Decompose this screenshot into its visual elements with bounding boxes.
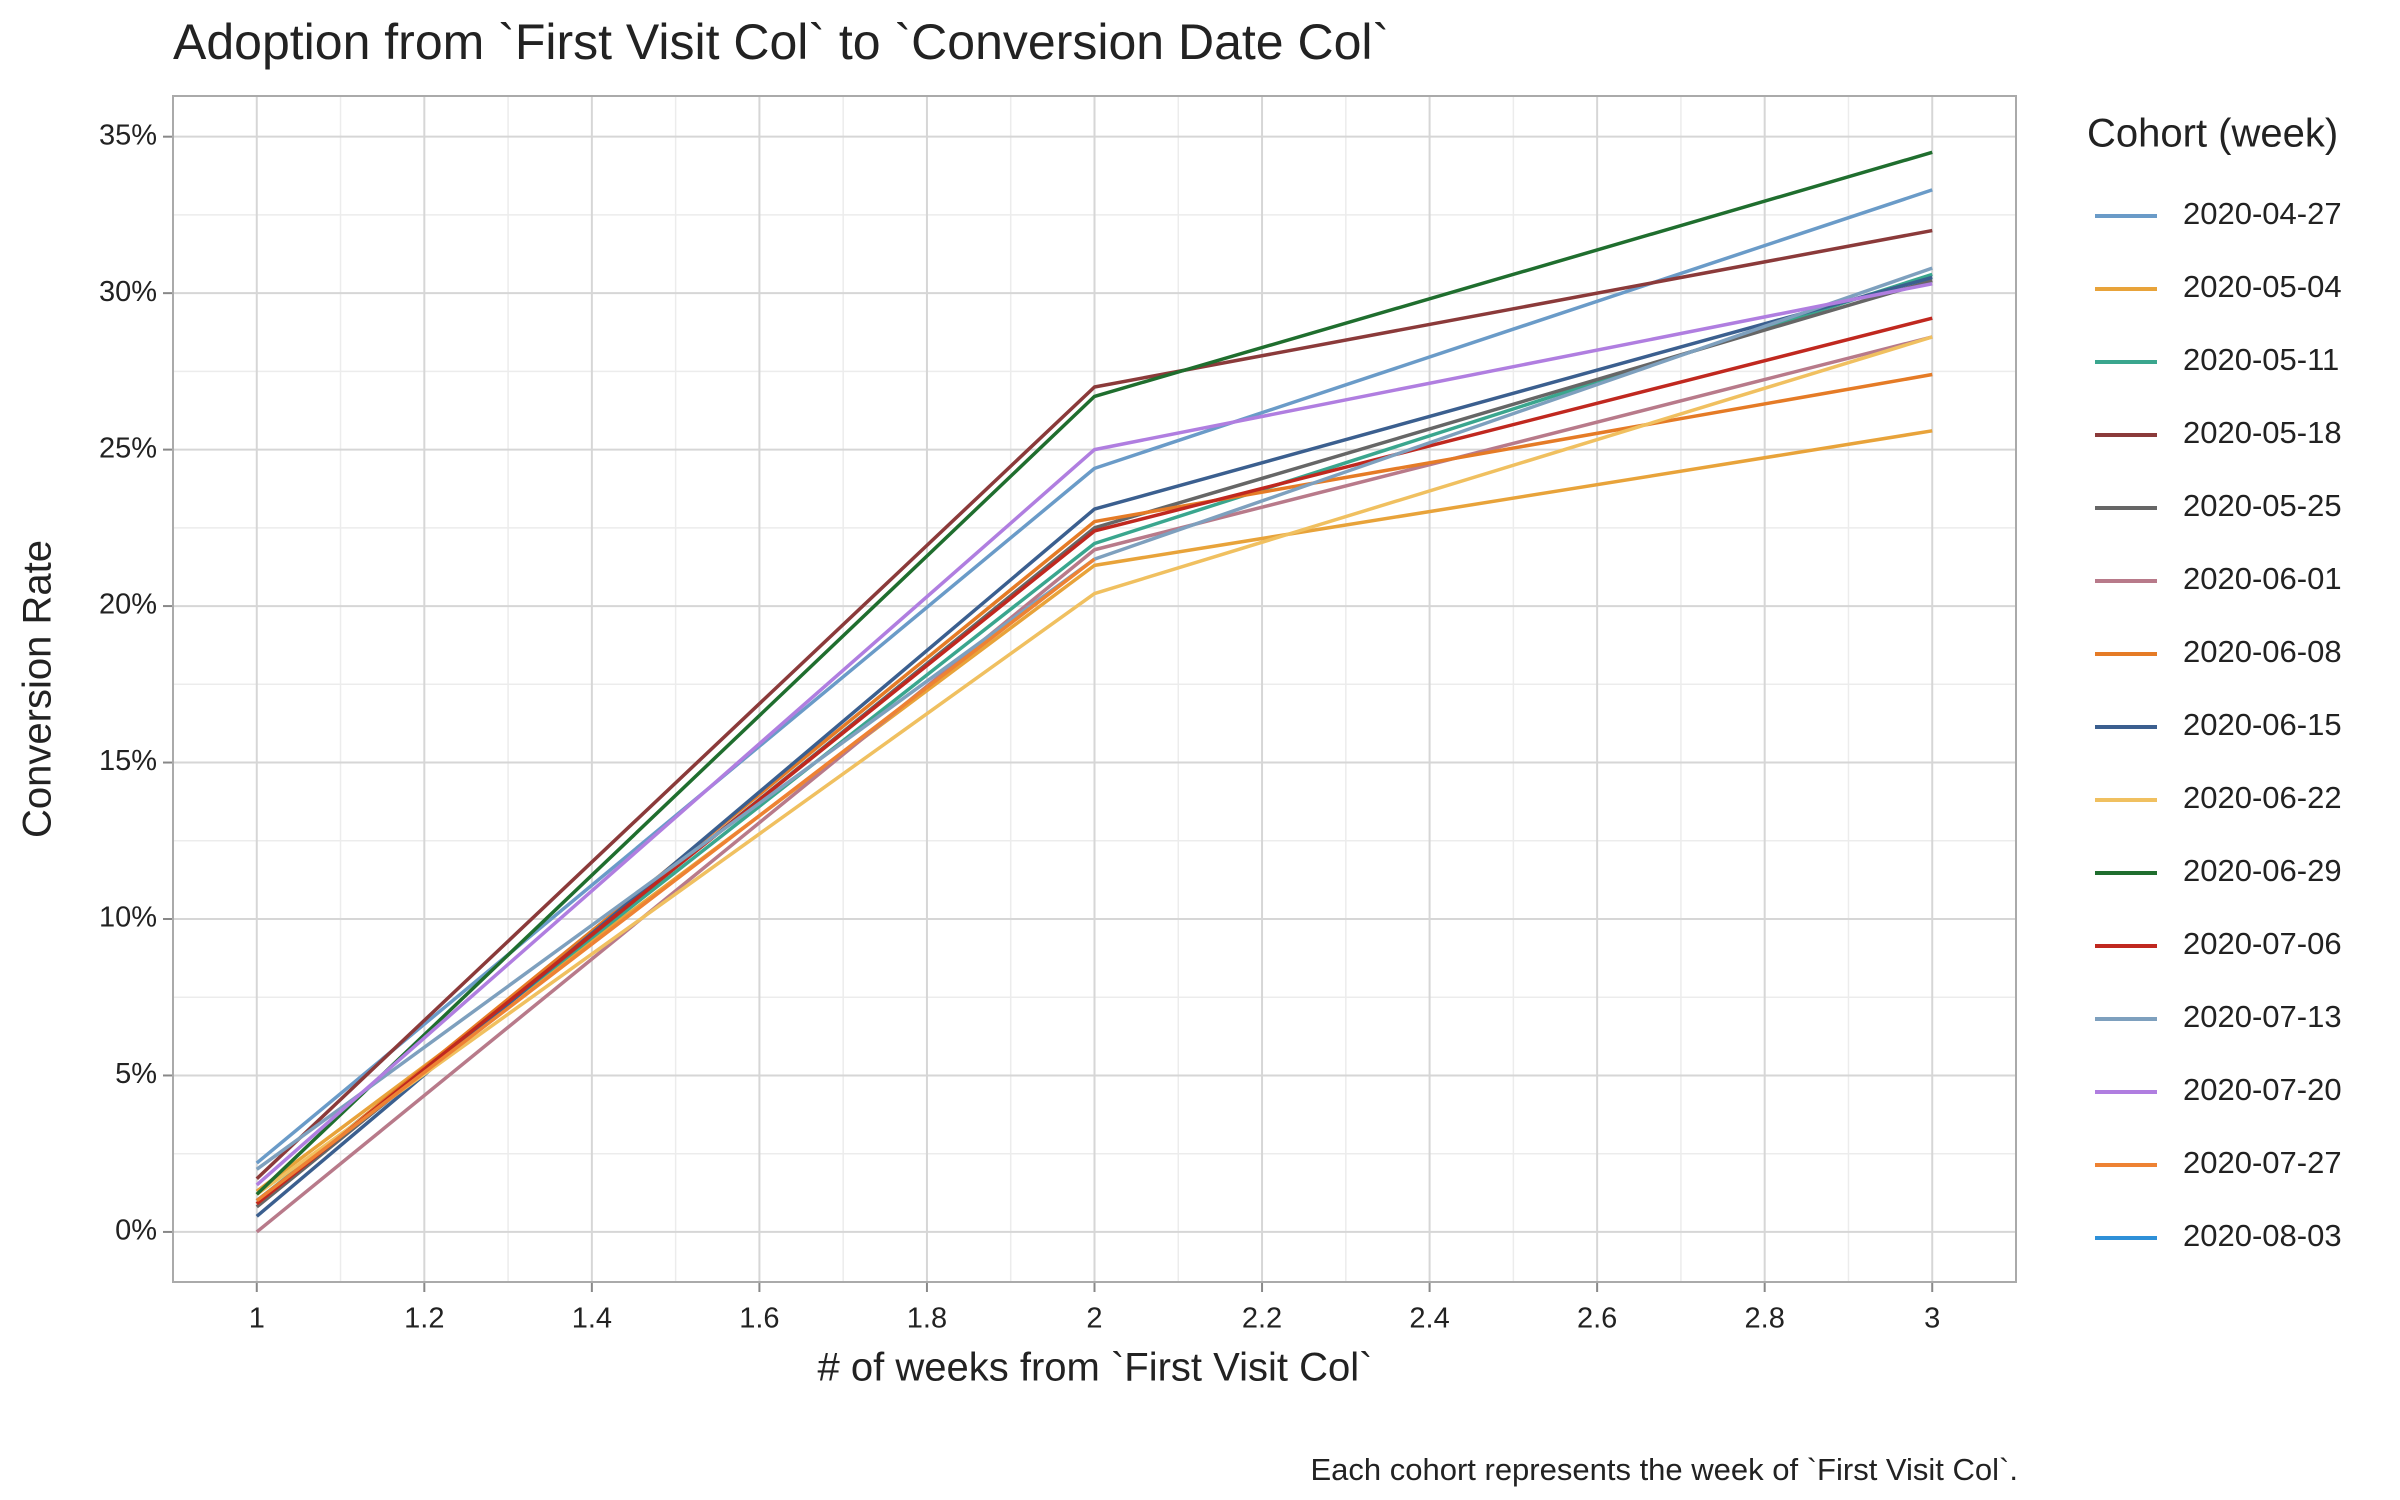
x-tick-label: 1 — [249, 1303, 265, 1335]
legend-label: 2020-05-25 — [2183, 488, 2342, 523]
legend-label: 2020-07-27 — [2183, 1145, 2342, 1180]
legend-label: 2020-05-04 — [2183, 269, 2342, 304]
legend-title: Cohort (week) — [2087, 112, 2338, 156]
legend-label: 2020-07-06 — [2183, 926, 2342, 961]
legend-label: 2020-07-20 — [2183, 1072, 2342, 1107]
series-line — [255, 557, 1096, 1203]
y-tick-label: 20% — [99, 589, 157, 621]
x-tick-label: 1.2 — [404, 1303, 444, 1335]
x-tick-label: 2.8 — [1745, 1303, 1785, 1335]
legend-label: 2020-06-22 — [2183, 780, 2342, 815]
series-line — [255, 335, 1933, 1234]
legend-label: 2020-06-15 — [2183, 707, 2342, 742]
y-tick-label: 10% — [99, 902, 157, 934]
x-tick-label: 2.4 — [1409, 1303, 1449, 1335]
x-axis-label: # of weeks from `First Visit Col` — [818, 1346, 1373, 1390]
y-tick-label: 15% — [99, 745, 157, 777]
series-line — [255, 282, 1933, 1187]
series-line — [255, 228, 1933, 1181]
legend-label: 2020-08-03 — [2183, 1218, 2342, 1253]
legend-label: 2020-07-13 — [2183, 999, 2342, 1034]
panel-border — [172, 95, 2017, 1283]
y-axis-label: Conversion Rate — [16, 540, 60, 838]
chart-title: Adoption from `First Visit Col` to `Conv… — [173, 14, 1389, 70]
y-tick-label: 5% — [115, 1058, 157, 1090]
x-tick-label: 1.4 — [572, 1303, 612, 1335]
x-tick-label: 1.6 — [739, 1303, 779, 1335]
x-tick-label: 2.2 — [1242, 1303, 1282, 1335]
legend-label: 2020-04-27 — [2183, 196, 2342, 231]
series-line — [255, 335, 1933, 1196]
y-tick-label: 35% — [99, 119, 157, 151]
y-tick-label: 25% — [99, 432, 157, 464]
x-tick-label: 1.8 — [907, 1303, 947, 1335]
x-tick-label: 3 — [1924, 1303, 1940, 1335]
series-line — [255, 316, 1933, 1206]
y-tick-label: 30% — [99, 276, 157, 308]
legend-label: 2020-06-08 — [2183, 634, 2342, 669]
legend-label: 2020-05-11 — [2183, 342, 2339, 377]
legend-label: 2020-06-01 — [2183, 561, 2342, 596]
legend-label: 2020-06-29 — [2183, 853, 2342, 888]
y-tick-label: 0% — [115, 1215, 157, 1247]
legend-label: 2020-05-18 — [2183, 415, 2342, 450]
x-tick-label: 2 — [1086, 1303, 1102, 1335]
caption: Each cohort represents the week of `Firs… — [1310, 1452, 2018, 1487]
x-tick-label: 2.6 — [1577, 1303, 1617, 1335]
series-line — [255, 150, 1933, 1196]
